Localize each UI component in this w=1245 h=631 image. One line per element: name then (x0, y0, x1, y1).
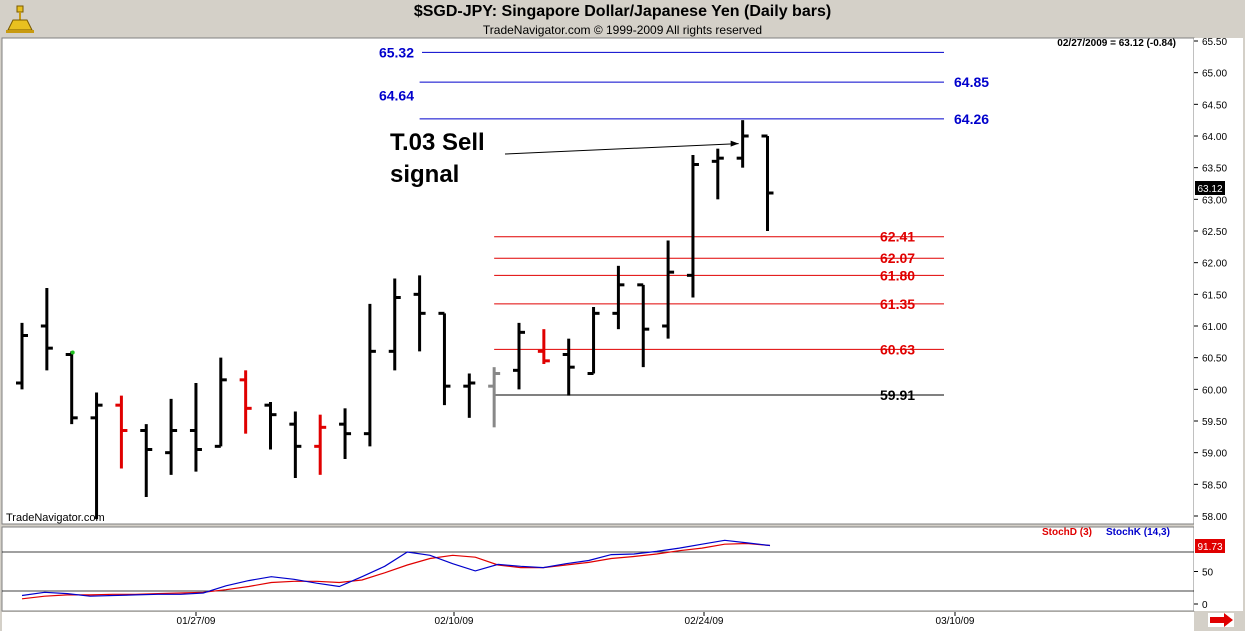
stoch-last-marker (1195, 539, 1225, 553)
legend-stoch-k: StochK (14,3) (1106, 527, 1170, 538)
annotation-line-2: signal (390, 161, 459, 188)
arrow-head-icon (730, 140, 739, 147)
price-tick-label: 63.50 (1202, 164, 1227, 175)
price-tick-label: 65.50 (1202, 37, 1227, 48)
price-axis (1194, 38, 1243, 611)
ohlc-bar (214, 357, 227, 448)
stoch-last-label: 91.73 (1197, 542, 1222, 553)
stoch-tick-label: 0 (1202, 600, 1208, 611)
scroll-right-arrow-icon[interactable] (1208, 613, 1234, 627)
chart-title: $SGD-JPY: Singapore Dollar/Japanese Yen … (413, 3, 832, 20)
price-tick-label: 65.00 (1202, 69, 1227, 80)
ohlc-bar (40, 288, 53, 371)
ohlc-bar (165, 398, 178, 475)
price-tick-label: 61.50 (1202, 290, 1227, 301)
price-tick-label: 60.00 (1202, 385, 1227, 396)
date-tick-label: 02/10/09 (435, 616, 474, 627)
ohlc-bar (537, 329, 550, 364)
legend-stoch-d: StochD (3) (1042, 527, 1092, 538)
signal-dot (70, 350, 75, 355)
ohlc-bar (189, 383, 202, 472)
stoch-series-line (21, 542, 771, 600)
ohlc-bar (115, 395, 128, 469)
ohlc-bar (736, 120, 749, 168)
annotation-arrow (504, 140, 739, 155)
price-tick-label: 64.50 (1202, 100, 1227, 111)
ohlc-bar (686, 155, 699, 298)
level-label: 65.32 (379, 44, 414, 60)
watermark-text: TradeNavigator.com (6, 512, 105, 524)
ohlc-bar (662, 240, 675, 339)
price-tick-label: 58.50 (1202, 480, 1227, 491)
level-label: 59.91 (880, 387, 915, 403)
level-label: 61.80 (880, 267, 915, 283)
ohlc-bar (16, 322, 28, 390)
ohlc-bar (513, 322, 525, 390)
level-label: 60.63 (880, 341, 915, 357)
level-label: 62.41 (880, 229, 915, 245)
copyright-text: TradeNavigator.com © 1999-2009 All right… (482, 23, 763, 37)
ohlc-bar (264, 402, 277, 450)
price-tick-label: 59.00 (1202, 449, 1227, 460)
level-label: 62.07 (880, 250, 915, 266)
ohlc-bar (65, 351, 78, 425)
arrow-shaft (504, 143, 739, 155)
ohlc-bar (90, 392, 103, 520)
price-tick-label: 61.00 (1202, 322, 1227, 333)
price-tick-label: 63.00 (1202, 195, 1227, 206)
price-readout: 02/27/2009 = 63.12 (-0.84) (1057, 38, 1176, 49)
price-tick-label: 59.50 (1202, 417, 1227, 428)
level-label: 64.85 (954, 74, 989, 90)
stoch-series-line (21, 539, 771, 597)
ohlc-bar (463, 373, 476, 418)
level-label: 61.35 (880, 296, 915, 312)
date-tick-label: 01/27/09 (177, 616, 216, 627)
ohlc-bar (488, 367, 501, 428)
price-tick-label: 64.00 (1202, 132, 1227, 143)
ohlc-bar (587, 307, 600, 375)
trade-navigator-logo-icon (4, 4, 36, 34)
ohlc-bar (761, 134, 774, 231)
ohlc-bar (388, 278, 401, 371)
ohlc-bar (314, 414, 327, 475)
price-tick-label: 62.00 (1202, 259, 1227, 270)
price-tick-label: 62.50 (1202, 227, 1227, 238)
ohlc-bar (140, 424, 153, 497)
ohlc-bar (612, 265, 625, 330)
level-label: 64.64 (379, 87, 414, 103)
date-tick-label: 03/10/09 (936, 616, 975, 627)
chart-header: $SGD-JPY: Singapore Dollar/Japanese Yen … (0, 0, 1245, 38)
price-panel (1, 37, 1195, 525)
ohlc-bar (637, 283, 650, 368)
ohlc-bar (239, 370, 252, 434)
ohlc-bar (339, 408, 352, 459)
ohlc-bar (413, 275, 426, 352)
date-axis (2, 612, 1194, 631)
ohlc-bar (363, 303, 376, 447)
ohlc-bar (289, 411, 302, 478)
stochastic-panel (1, 526, 1195, 612)
last-price-label: 63.12 (1197, 184, 1222, 195)
last-price-marker (1195, 181, 1225, 195)
ohlc-bar (438, 311, 451, 406)
price-tick-label: 58.00 (1202, 512, 1227, 523)
level-label: 64.26 (954, 111, 989, 127)
price-tick-label: 60.50 (1202, 354, 1227, 365)
ohlc-bar (711, 148, 724, 200)
annotation-line-1: T.03 Sell (390, 129, 485, 156)
date-tick-label: 02/24/09 (685, 616, 724, 627)
ohlc-bar (562, 338, 575, 396)
stoch-tick-label: 50 (1202, 568, 1214, 579)
